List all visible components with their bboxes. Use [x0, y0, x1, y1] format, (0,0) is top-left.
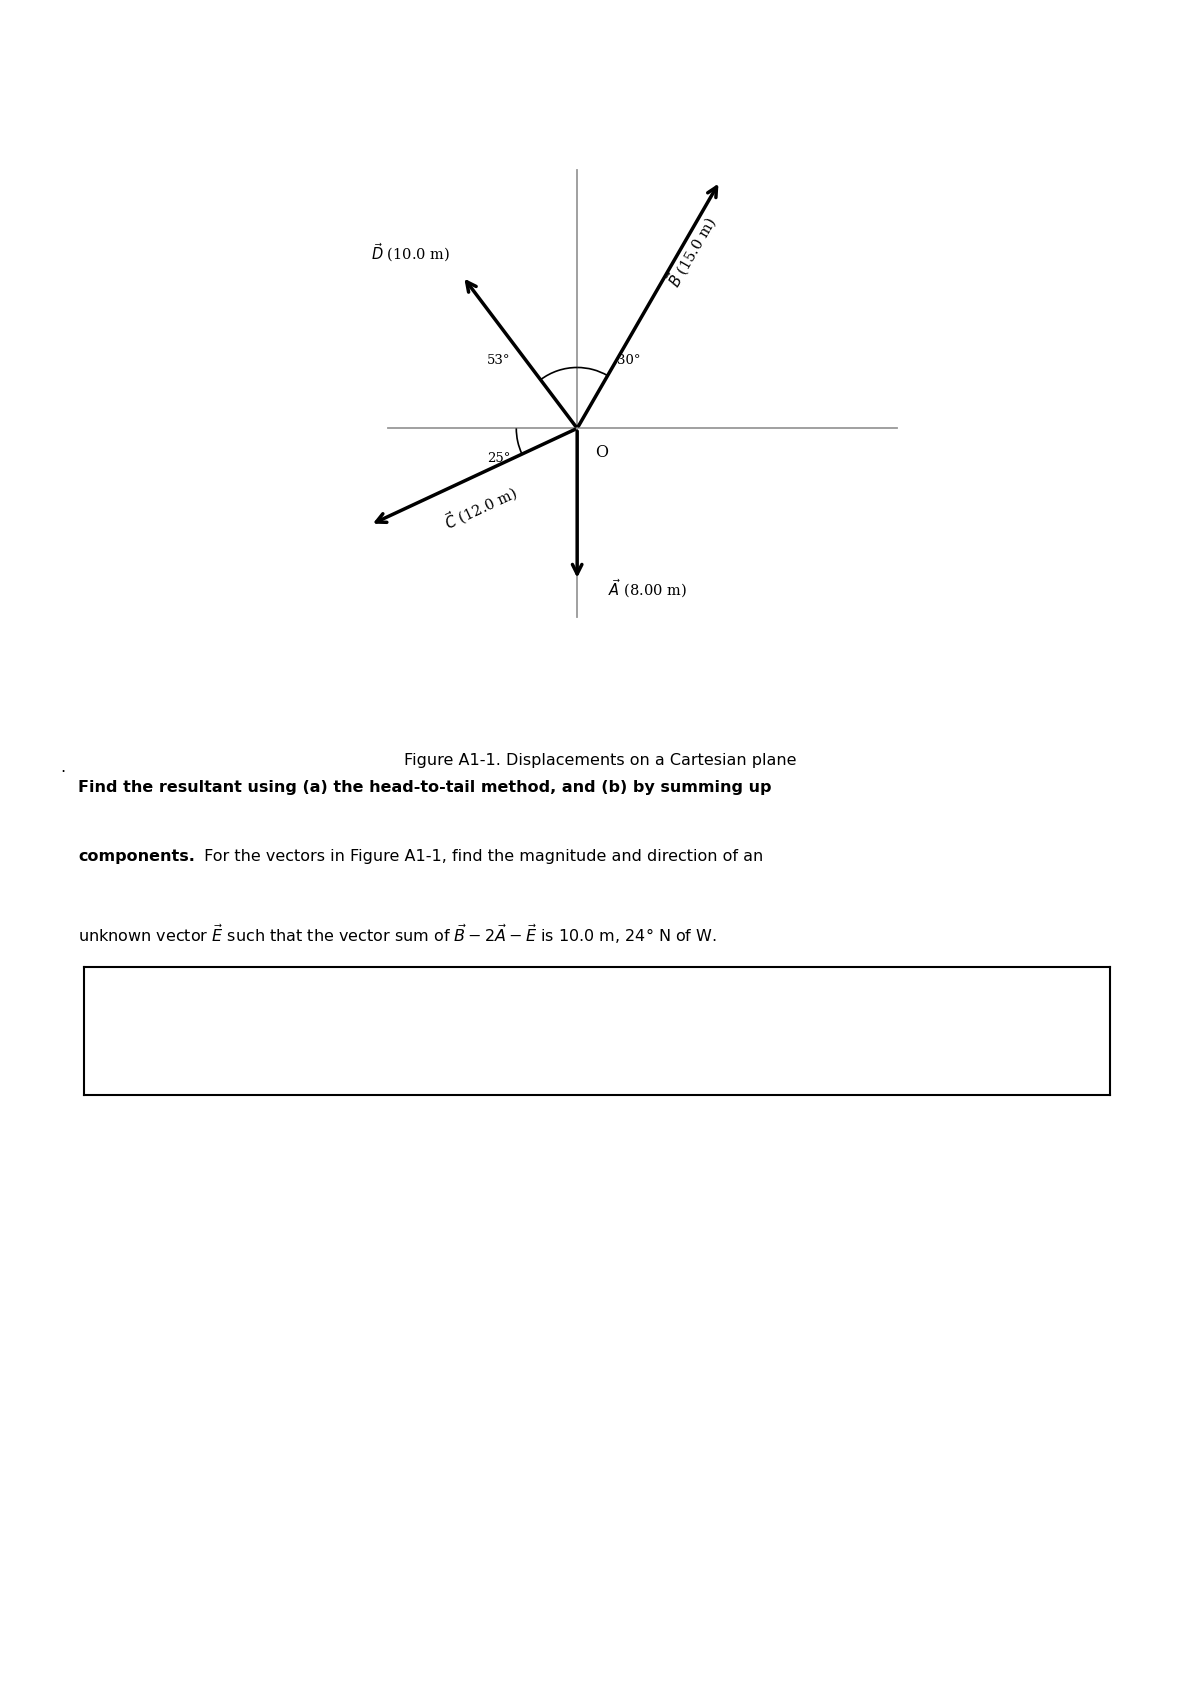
Text: Find the resultant using (a) the head-to-tail method, and (b) by summing up: Find the resultant using (a) the head-to…	[78, 781, 772, 794]
Text: Figure A1-1. Displacements on a Cartesian plane: Figure A1-1. Displacements on a Cartesia…	[403, 753, 797, 767]
Text: components.: components.	[78, 848, 194, 864]
Text: $\vec{D}$ (10.0 m): $\vec{D}$ (10.0 m)	[371, 241, 450, 265]
Text: 53°: 53°	[487, 355, 510, 368]
Text: For the vectors in Figure A1-1, find the magnitude and direction of an: For the vectors in Figure A1-1, find the…	[199, 848, 763, 864]
Text: $\vec{B}$ (15.0 m): $\vec{B}$ (15.0 m)	[662, 212, 721, 290]
Text: 30°: 30°	[617, 355, 641, 368]
Text: .: .	[60, 760, 65, 774]
Text: unknown vector $\vec{E}$ such that the vector sum of $\vec{B} - 2\vec{A} - \vec{: unknown vector $\vec{E}$ such that the v…	[78, 923, 716, 945]
Text: $\vec{A}$ (8.00 m): $\vec{A}$ (8.00 m)	[607, 577, 686, 601]
Text: 25°: 25°	[487, 453, 510, 465]
Text: O: O	[595, 443, 608, 460]
Text: $\vec{C}$ (12.0 m): $\vec{C}$ (12.0 m)	[440, 480, 521, 535]
